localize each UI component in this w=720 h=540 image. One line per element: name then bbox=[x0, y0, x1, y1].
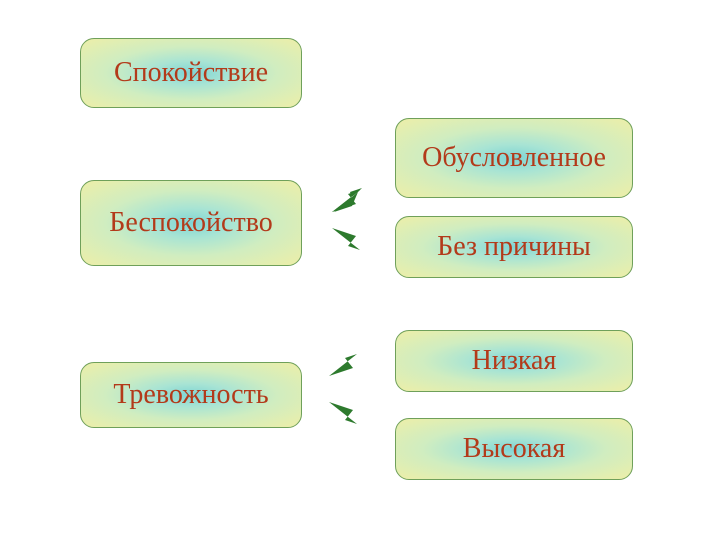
arrow-icon bbox=[328, 224, 364, 254]
box-calmness-label: Спокойствие bbox=[114, 58, 268, 89]
box-high-label: Высокая bbox=[463, 434, 565, 465]
box-calmness: Спокойствие bbox=[80, 38, 302, 108]
box-worry-label: Тревожность bbox=[113, 380, 268, 411]
box-anxiety-label: Беспокойство bbox=[109, 208, 272, 239]
box-conditioned-label: Обусловленное bbox=[422, 143, 606, 174]
box-low: Низкая bbox=[395, 330, 633, 392]
arrow-icon bbox=[328, 186, 364, 216]
box-worry: Тревожность bbox=[80, 362, 302, 428]
box-noreason: Без причины bbox=[395, 216, 633, 278]
box-noreason-label: Без причины bbox=[437, 232, 591, 263]
arrow-icon bbox=[325, 398, 361, 428]
box-high: Высокая bbox=[395, 418, 633, 480]
box-low-label: Низкая bbox=[472, 346, 557, 377]
box-anxiety: Беспокойство bbox=[80, 180, 302, 266]
box-conditioned: Обусловленное bbox=[395, 118, 633, 198]
arrow-icon bbox=[325, 350, 361, 380]
